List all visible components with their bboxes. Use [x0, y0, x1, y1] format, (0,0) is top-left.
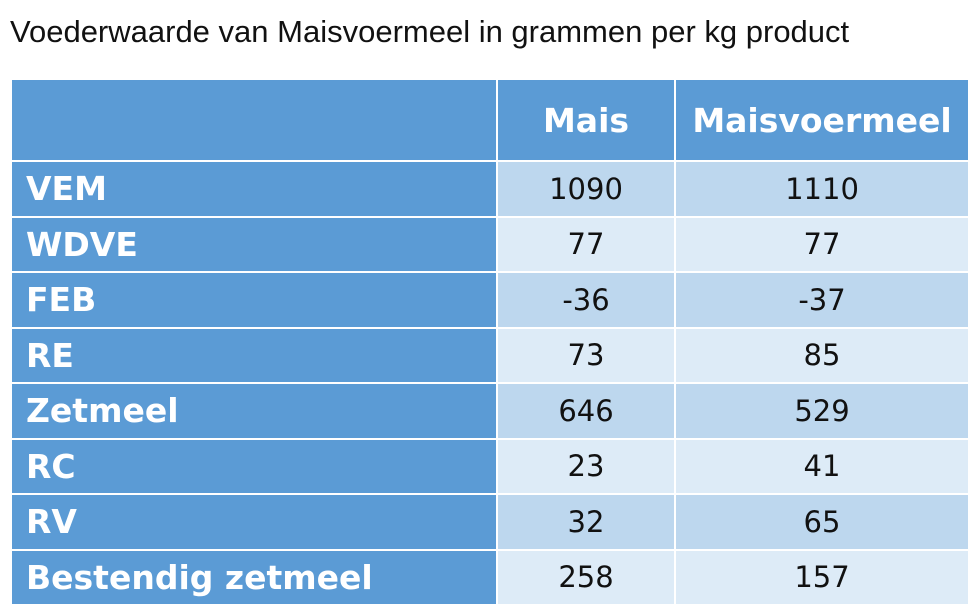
table-row: Zetmeel 646 529 — [10, 382, 970, 440]
page-title: Voederwaarde van Maisvoermeel in grammen… — [10, 14, 850, 49]
header-cell-mais: Mais — [496, 78, 676, 162]
row-label: VEM — [10, 160, 498, 218]
table-row: FEB -36 -37 — [10, 271, 970, 329]
row-label: FEB — [10, 271, 498, 329]
row-label: Zetmeel — [10, 382, 498, 440]
table-row: Bestendig zetmeel 258 157 — [10, 548, 970, 606]
table-row: RE 73 85 — [10, 326, 970, 384]
row-label: RE — [10, 326, 498, 384]
cell-mais: 23 — [496, 437, 676, 495]
table-row: VEM 1090 1110 — [10, 160, 970, 218]
table-row: WDVE 77 77 — [10, 215, 970, 273]
row-label: RV — [10, 493, 498, 551]
header-cell-empty — [10, 78, 498, 162]
cell-mais: 1090 — [496, 160, 676, 218]
row-label: Bestendig zetmeel — [10, 548, 498, 606]
cell-mais: 32 — [496, 493, 676, 551]
row-label: RC — [10, 437, 498, 495]
cell-mais: 646 — [496, 382, 676, 440]
table-header-row: Mais Maisvoermeel — [10, 78, 970, 162]
cell-maisvoermeel: 157 — [674, 548, 970, 606]
cell-maisvoermeel: 41 — [674, 437, 970, 495]
cell-mais: 258 — [496, 548, 676, 606]
header-cell-maisvoermeel: Maisvoermeel — [674, 78, 970, 162]
cell-mais: 73 — [496, 326, 676, 384]
cell-maisvoermeel: 529 — [674, 382, 970, 440]
cell-mais: -36 — [496, 271, 676, 329]
row-label: WDVE — [10, 215, 498, 273]
cell-mais: 77 — [496, 215, 676, 273]
feed-value-table: Mais Maisvoermeel VEM 1090 1110 WDVE 77 … — [10, 78, 970, 606]
table-row: RC 23 41 — [10, 437, 970, 495]
cell-maisvoermeel: 1110 — [674, 160, 970, 218]
cell-maisvoermeel: -37 — [674, 271, 970, 329]
cell-maisvoermeel: 77 — [674, 215, 970, 273]
cell-maisvoermeel: 85 — [674, 326, 970, 384]
table-row: RV 32 65 — [10, 493, 970, 551]
cell-maisvoermeel: 65 — [674, 493, 970, 551]
